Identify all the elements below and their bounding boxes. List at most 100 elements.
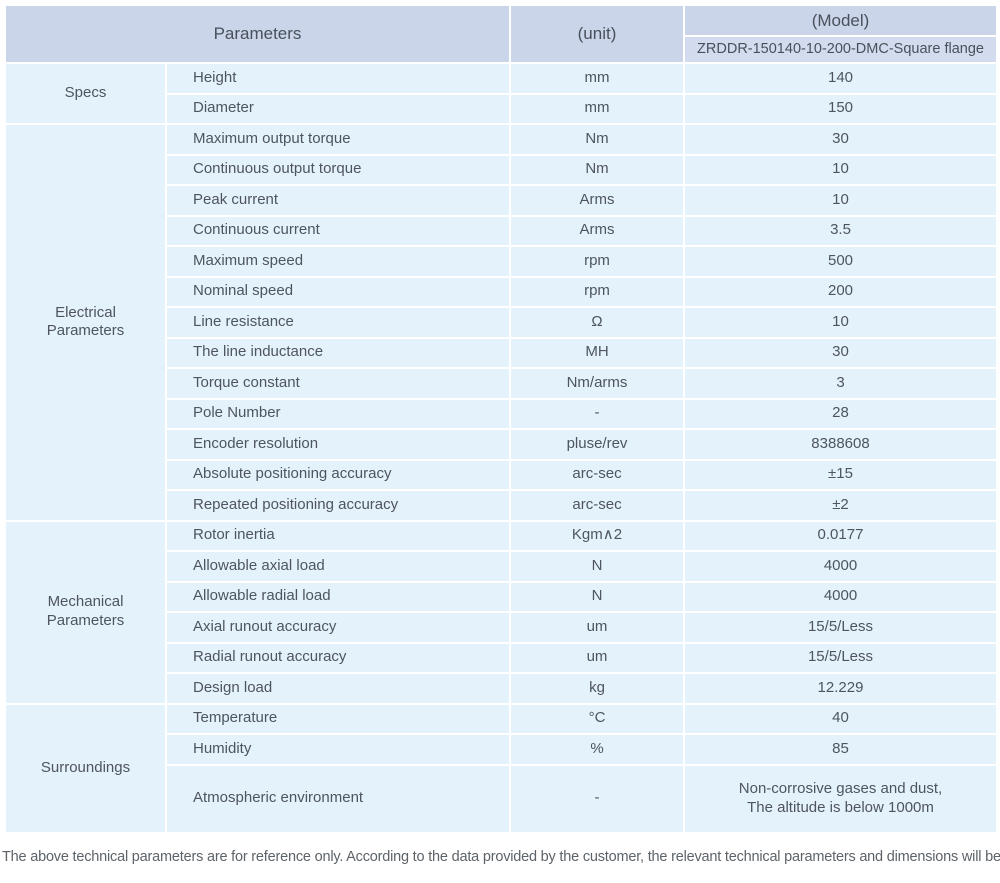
value-cell: ±2 — [685, 491, 996, 520]
param-cell: Design load — [167, 674, 509, 703]
unit-cell: - — [511, 765, 683, 832]
param-cell: Axial runout accuracy — [167, 613, 509, 642]
unit-cell: MH — [511, 338, 683, 367]
table-row: Pole Number - 28 — [6, 399, 996, 428]
param-cell: Peak current — [167, 186, 509, 215]
value-cell: 15/5/Less — [685, 613, 996, 642]
value-cell: ±15 — [685, 460, 996, 489]
param-cell: Allowable axial load — [167, 552, 509, 581]
table-row: Electrical Parameters Maximum output tor… — [6, 125, 996, 520]
table-row: Absolute positioning accuracy arc-sec ±1… — [6, 460, 996, 489]
param-cell: Atmospheric environment — [167, 765, 509, 832]
table-row: Axial runout accuracy um 15/5/Less — [6, 613, 996, 642]
header-model: (Model) — [685, 6, 996, 35]
param-cell: Humidity — [167, 735, 509, 764]
value-cell: 30 — [685, 338, 996, 367]
footer-note: The above technical parameters are for r… — [2, 848, 1000, 865]
unit-cell: pluse/rev — [511, 430, 683, 459]
table-row: The line inductance MH 30 — [6, 338, 996, 367]
section-label-electrical: Electrical Parameters — [6, 125, 165, 520]
unit-cell: Nm — [511, 125, 683, 154]
param-cell: Absolute positioning accuracy — [167, 460, 509, 489]
table-row: Humidity % 85 — [6, 735, 996, 764]
header-unit: (unit) — [511, 6, 683, 62]
section-label-specs: Specs — [6, 64, 165, 123]
value-cell: 500 — [685, 247, 996, 276]
table-row: Mechanical Parameters Rotor inertia Kgm∧… — [6, 521, 996, 703]
table-row: Nominal speed rpm 200 — [6, 277, 996, 306]
unit-cell: arc-sec — [511, 460, 683, 489]
unit-cell: N — [511, 552, 683, 581]
table-row: Torque constant Nm/arms 3 — [6, 369, 996, 398]
unit-cell: Arms — [511, 186, 683, 215]
param-cell: Encoder resolution — [167, 430, 509, 459]
table-row: Allowable radial load N 4000 — [6, 582, 996, 611]
table-row: Atmospheric environment - Non-corrosive … — [6, 765, 996, 832]
value-cell: 10 — [685, 308, 996, 337]
value-cell: 85 — [685, 735, 996, 764]
value-cell: 3 — [685, 369, 996, 398]
table-row: Continuous output torque Nm 10 — [6, 155, 996, 184]
section-label-mechanical: Mechanical Parameters — [6, 521, 165, 703]
unit-cell: Kgm∧2 — [511, 521, 683, 550]
param-cell: Radial runout accuracy — [167, 643, 509, 672]
value-cell: 4000 — [685, 552, 996, 581]
value-cell: 3.5 — [685, 216, 996, 245]
table-row: Repeated positioning accuracy arc-sec ±2 — [6, 491, 996, 520]
table-row: Maximum speed rpm 500 — [6, 247, 996, 276]
unit-cell: N — [511, 582, 683, 611]
unit-cell: rpm — [511, 247, 683, 276]
table-row: Allowable axial load N 4000 — [6, 552, 996, 581]
unit-cell: um — [511, 613, 683, 642]
table-row: Diameter mm 150 — [6, 94, 996, 123]
param-cell: Maximum output torque — [167, 125, 509, 154]
value-cell: 10 — [685, 186, 996, 215]
param-cell: The line inductance — [167, 338, 509, 367]
table-header-model-row: ZRDDR-150140-10-200-DMC-Square flange — [6, 37, 996, 62]
unit-cell: Ω — [511, 308, 683, 337]
param-cell: Height — [167, 64, 509, 93]
table-row: Encoder resolution pluse/rev 8388608 — [6, 430, 996, 459]
param-cell: Nominal speed — [167, 277, 509, 306]
unit-cell: arc-sec — [511, 491, 683, 520]
param-cell: Torque constant — [167, 369, 509, 398]
parameters-table: Parameters (unit) (Model) ZRDDR-150140-1… — [4, 4, 998, 834]
table-row: Peak current Arms 10 — [6, 186, 996, 215]
value-cell: 200 — [685, 277, 996, 306]
table-row: Design load kg 12.229 — [6, 674, 996, 703]
param-cell: Line resistance — [167, 308, 509, 337]
unit-cell: mm — [511, 94, 683, 123]
table-row: Specs Height mm 140 — [6, 64, 996, 123]
unit-cell: rpm — [511, 277, 683, 306]
header-model-value: ZRDDR-150140-10-200-DMC-Square flange — [685, 37, 996, 62]
param-cell: Pole Number — [167, 399, 509, 428]
value-cell: 150 — [685, 94, 996, 123]
table-row: Radial runout accuracy um 15/5/Less — [6, 643, 996, 672]
unit-cell: um — [511, 643, 683, 672]
value-cell: 10 — [685, 155, 996, 184]
value-cell: 40 — [685, 704, 996, 733]
table-header-row: Parameters (unit) (Model) — [6, 6, 996, 62]
value-cell: 140 — [685, 64, 996, 93]
unit-cell: - — [511, 399, 683, 428]
value-cell: 4000 — [685, 582, 996, 611]
param-cell: Continuous current — [167, 216, 509, 245]
table-row: Line resistance Ω 10 — [6, 308, 996, 337]
unit-cell: Arms — [511, 216, 683, 245]
unit-cell: kg — [511, 674, 683, 703]
value-cell: 8388608 — [685, 430, 996, 459]
param-cell: Rotor inertia — [167, 521, 509, 550]
param-cell: Temperature — [167, 704, 509, 733]
param-cell: Continuous output torque — [167, 155, 509, 184]
param-cell: Maximum speed — [167, 247, 509, 276]
value-cell: 15/5/Less — [685, 643, 996, 672]
value-cell: 30 — [685, 125, 996, 154]
param-cell: Repeated positioning accuracy — [167, 491, 509, 520]
section-label-surroundings: Surroundings — [6, 704, 165, 832]
unit-cell: Nm — [511, 155, 683, 184]
param-cell: Allowable radial load — [167, 582, 509, 611]
unit-cell: °C — [511, 704, 683, 733]
unit-cell: mm — [511, 64, 683, 93]
value-cell: 28 — [685, 399, 996, 428]
